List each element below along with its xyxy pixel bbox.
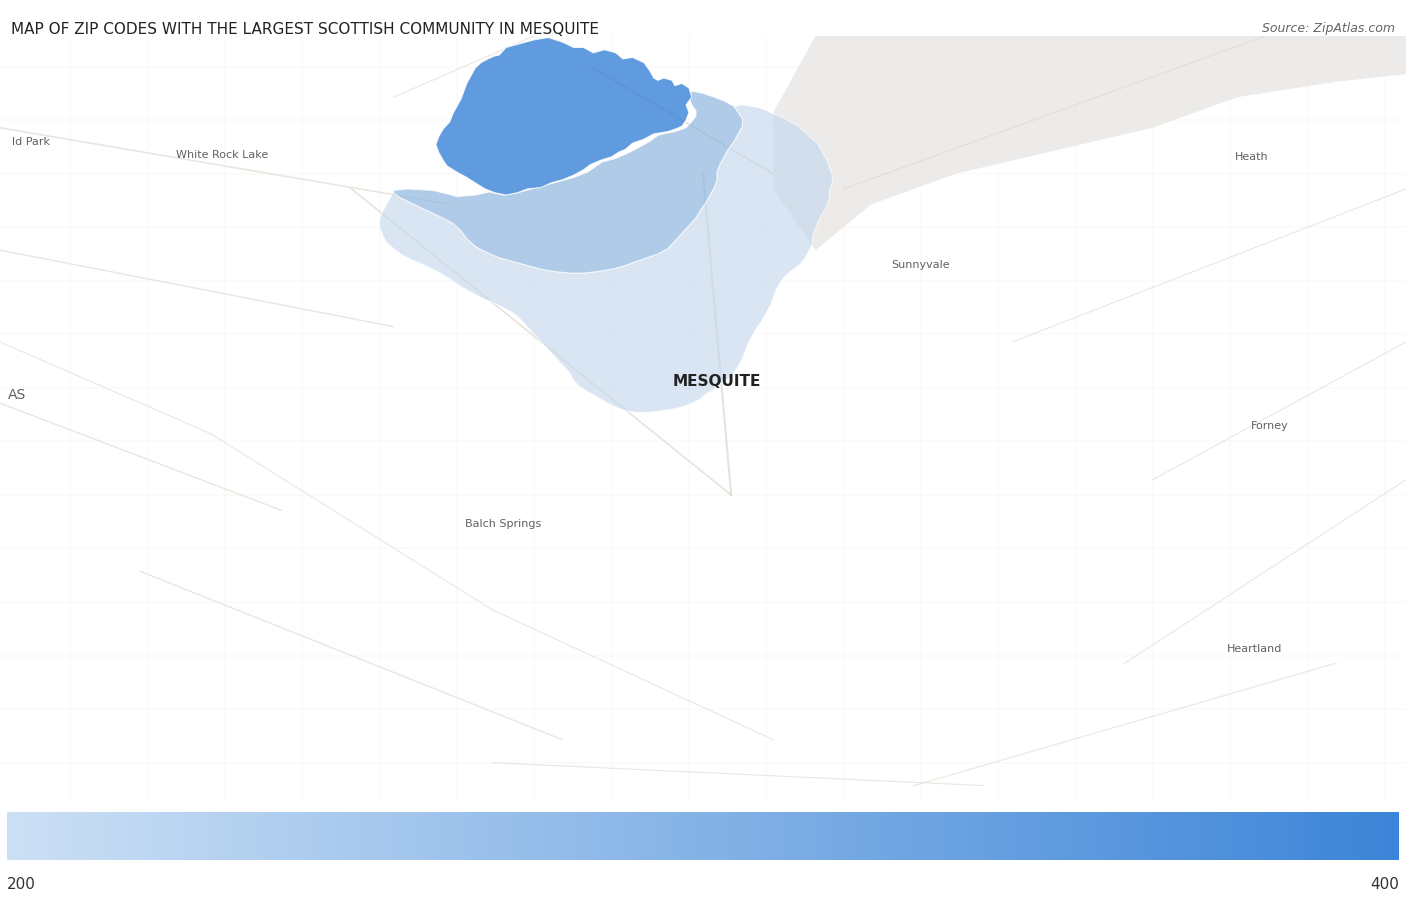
Text: ld Park: ld Park: [11, 137, 51, 147]
Text: AS: AS: [8, 388, 25, 403]
Text: Sunnyvale: Sunnyvale: [891, 261, 950, 271]
Text: Source: ZipAtlas.com: Source: ZipAtlas.com: [1261, 22, 1395, 35]
Text: Balch Springs: Balch Springs: [465, 519, 541, 529]
Polygon shape: [394, 91, 742, 273]
Text: Heath: Heath: [1234, 152, 1268, 162]
Text: MAP OF ZIP CODES WITH THE LARGEST SCOTTISH COMMUNITY IN MESQUITE: MAP OF ZIP CODES WITH THE LARGEST SCOTTI…: [11, 22, 599, 38]
Text: MESQUITE: MESQUITE: [673, 374, 761, 389]
Text: Heartland: Heartland: [1226, 645, 1282, 654]
Polygon shape: [380, 105, 832, 413]
Text: 400: 400: [1369, 877, 1399, 892]
Text: White Rock Lake: White Rock Lake: [176, 149, 269, 159]
Text: Forney: Forney: [1251, 421, 1288, 432]
Polygon shape: [773, 36, 1406, 250]
Text: 200: 200: [7, 877, 37, 892]
Polygon shape: [436, 38, 692, 195]
